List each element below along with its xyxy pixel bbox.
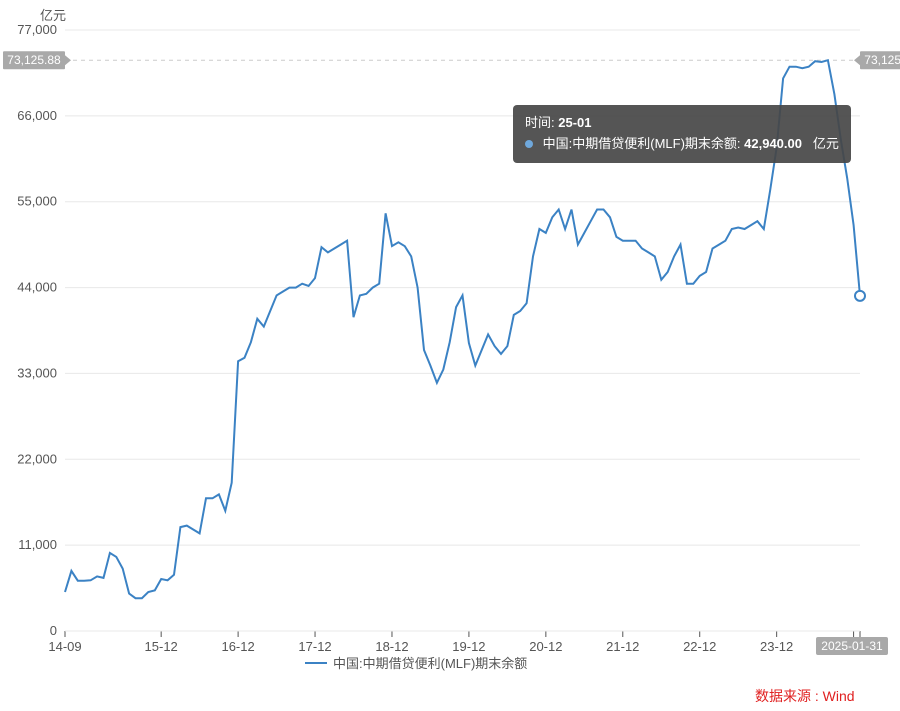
legend: 中国:中期借贷便利(MLF)期末余额 [305, 653, 527, 672]
legend-label: 中国:中期借贷便利(MLF)期末余额 [333, 653, 527, 672]
svg-text:77,000: 77,000 [17, 22, 57, 37]
legend-line-icon [305, 662, 327, 664]
chart-container: 亿元 0 11,000 22,000 33,000 44,000 55,000 66,000… [0, 0, 900, 711]
svg-text:15-12: 15-12 [145, 639, 178, 654]
svg-text:66,000: 66,000 [17, 108, 57, 123]
svg-text:14-09: 14-09 [48, 639, 81, 654]
svg-text:16-12: 16-12 [221, 639, 254, 654]
svg-text:2025-01-31: 2025-01-31 [821, 639, 883, 653]
svg-text:11,000: 11,000 [18, 537, 57, 552]
svg-text:44,000: 44,000 [17, 280, 57, 295]
svg-text:17-12: 17-12 [298, 639, 331, 654]
svg-text:23-12: 23-12 [760, 639, 793, 654]
svg-text:21-12: 21-12 [606, 639, 639, 654]
svg-text:22,000: 22,000 [17, 451, 57, 466]
svg-text:73,125.88: 73,125.88 [7, 53, 61, 67]
line-chart: 0 11,000 22,000 33,000 44,000 55,000 66,000 77,… [0, 0, 900, 711]
svg-text:22-12: 22-12 [683, 639, 716, 654]
svg-text:0: 0 [50, 623, 57, 638]
svg-text:55,000: 55,000 [17, 194, 57, 209]
svg-text:20-12: 20-12 [529, 639, 562, 654]
svg-text:19-12: 19-12 [452, 639, 485, 654]
svg-text:33,000: 33,000 [17, 365, 57, 380]
y-axis-unit: 亿元 [40, 5, 66, 24]
svg-text:18-12: 18-12 [375, 639, 408, 654]
svg-text:73,125.88: 73,125.88 [864, 53, 900, 67]
data-source: 数据来源 : Wind [755, 686, 855, 706]
